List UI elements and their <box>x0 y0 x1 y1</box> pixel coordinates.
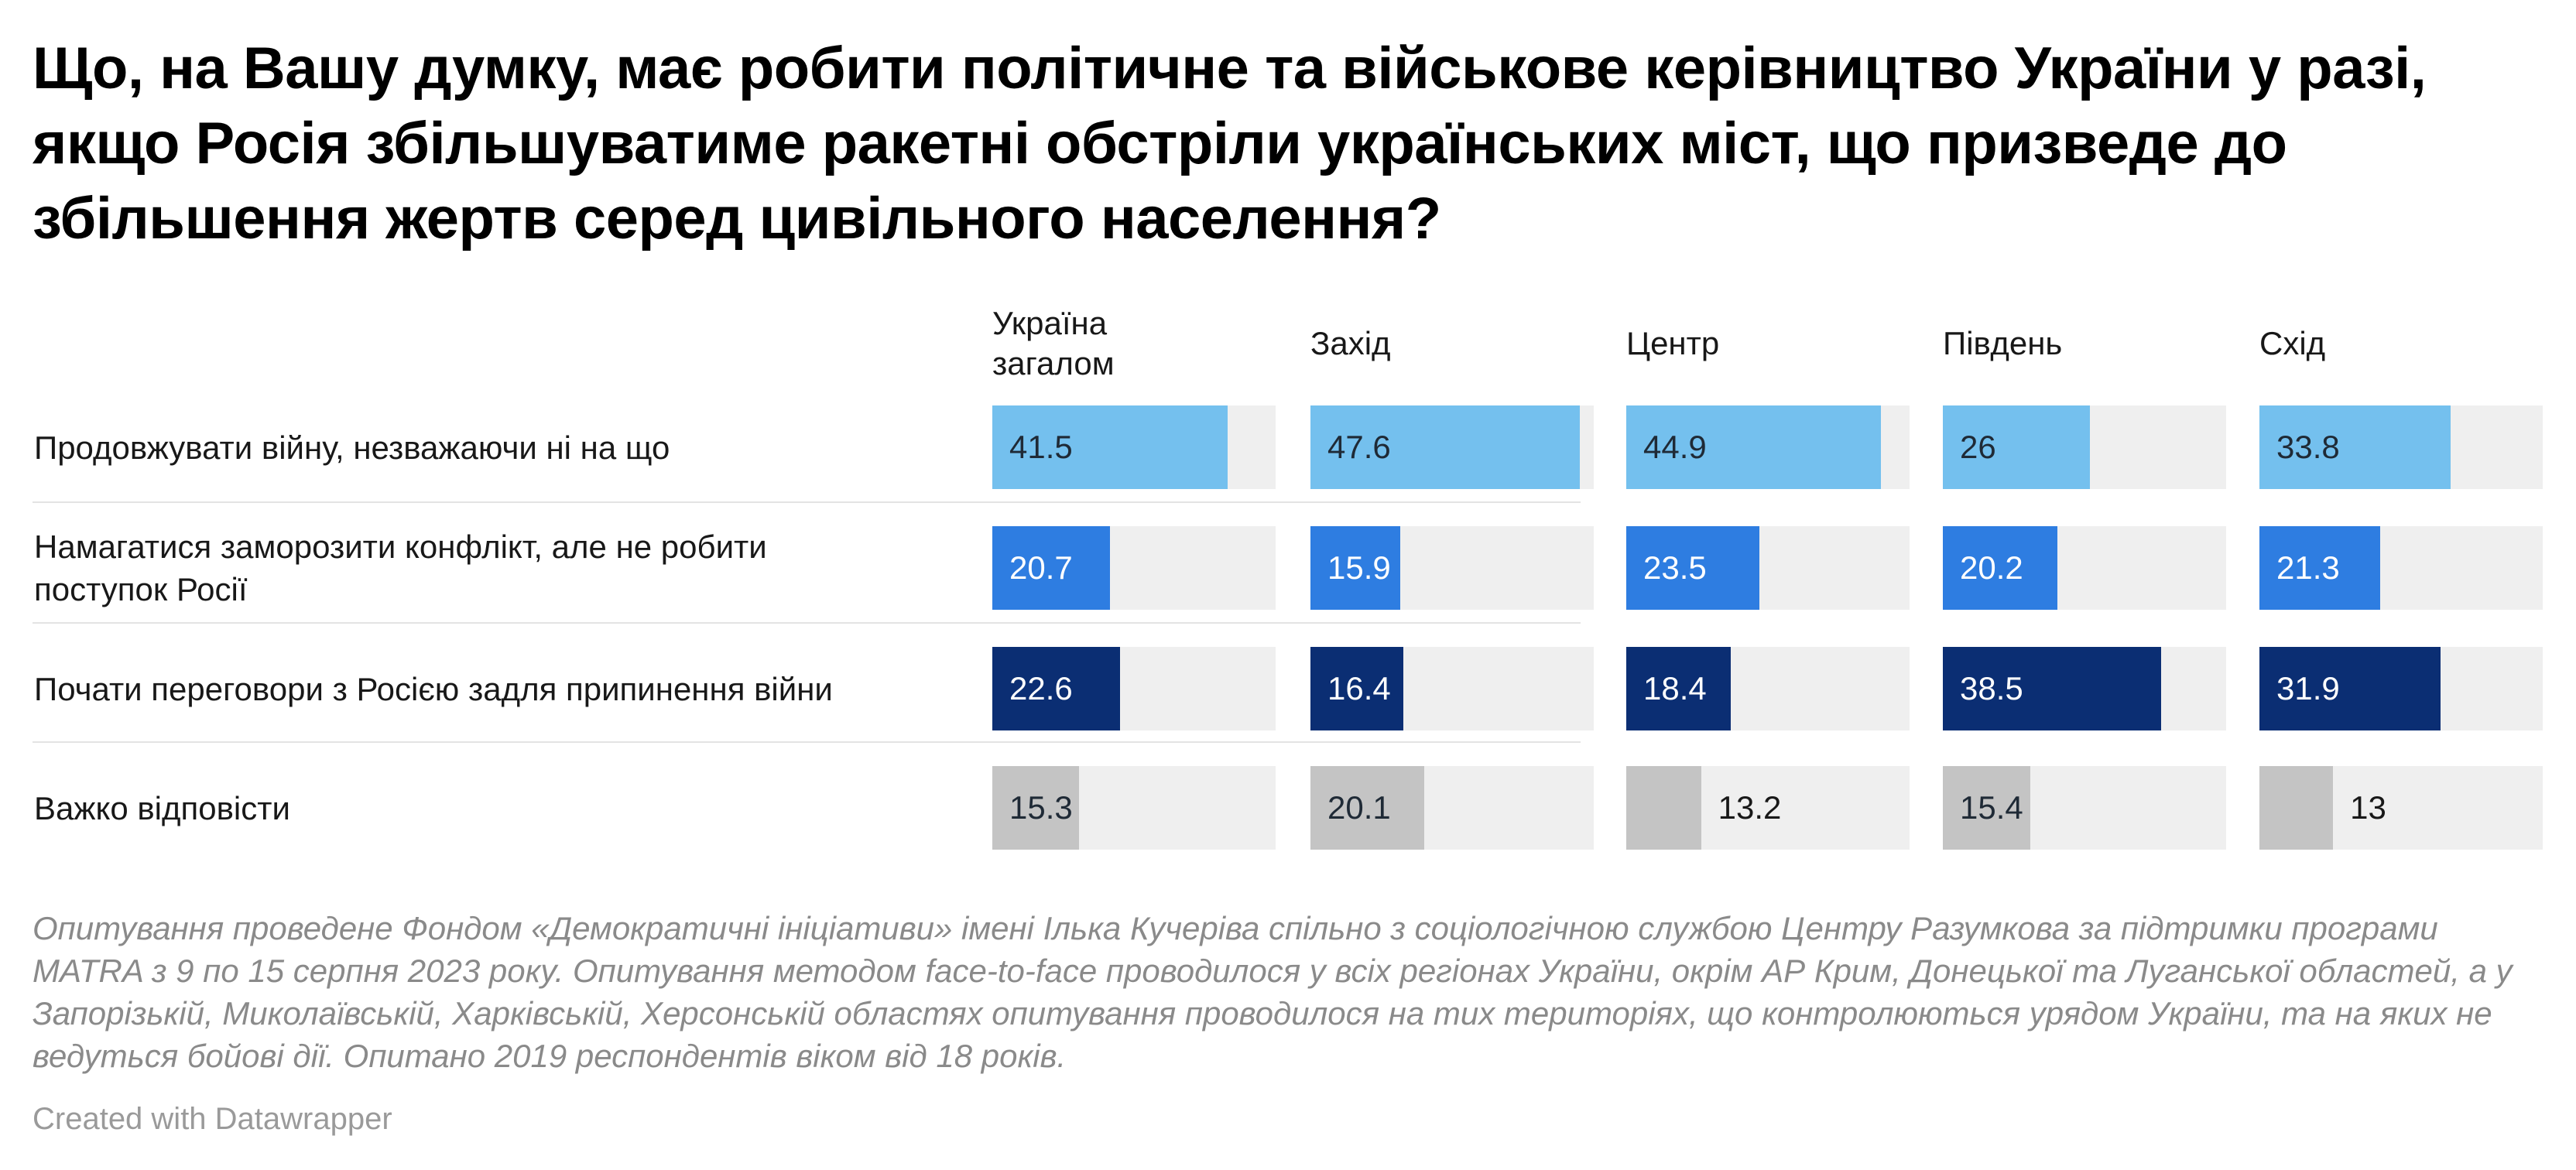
data-label: 31.9 <box>2276 670 2340 706</box>
bar-track: 26 <box>1943 405 2226 489</box>
row-label: Продовжувати війну, незважаючи ні на що <box>34 429 670 466</box>
bar <box>1626 405 1881 489</box>
data-label: 26 <box>1960 429 1996 465</box>
bar-track: 41.5 <box>992 405 1276 489</box>
bar-track: 33.8 <box>2259 405 2543 489</box>
data-label: 33.8 <box>2276 429 2340 465</box>
data-label: 22.6 <box>1009 670 1073 706</box>
row-label: Почати переговори з Росією задля припине… <box>34 670 833 707</box>
data-label: 13.2 <box>1718 789 1782 826</box>
bar-track: 31.9 <box>2259 647 2543 730</box>
row-label: Намагатися заморозити конфлікт, але не р… <box>34 529 767 607</box>
bar-track: 20.1 <box>1310 766 1594 850</box>
row-label: Важко відповісти <box>34 789 290 826</box>
row-divider <box>33 622 1581 624</box>
bar <box>1943 766 2030 850</box>
data-label: 13 <box>2350 789 2386 826</box>
bar-track: 13 <box>2259 766 2543 850</box>
data-label: 47.6 <box>1327 429 1391 465</box>
bar-track: 20.2 <box>1943 526 2226 610</box>
data-label: 20.7 <box>1009 549 1073 586</box>
bar <box>992 766 1079 850</box>
bar <box>1943 405 2091 489</box>
data-label: 15.4 <box>1960 789 2023 826</box>
bar <box>2259 405 2451 489</box>
data-label: 38.5 <box>1960 670 2023 706</box>
bar-track: 15.3 <box>992 766 1276 850</box>
row-divider <box>33 501 1581 503</box>
data-label: 21.3 <box>2276 549 2340 586</box>
column-header: Схід <box>2259 325 2326 361</box>
bar <box>1626 526 1760 610</box>
data-label: 15.9 <box>1327 549 1391 586</box>
bar-track: 21.3 <box>2259 526 2543 610</box>
column-header: Захід <box>1310 325 1391 361</box>
bar <box>1310 405 1581 489</box>
row-divider <box>33 741 1581 743</box>
bar <box>1310 766 1425 850</box>
bar <box>992 526 1110 610</box>
bar <box>1943 647 2161 730</box>
bar <box>1310 647 1404 730</box>
data-label: 16.4 <box>1327 670 1391 706</box>
credit-link[interactable]: Created with Datawrapper <box>33 1102 392 1136</box>
bar <box>2259 766 2334 850</box>
bar-track: 23.5 <box>1626 526 1910 610</box>
bar <box>1310 526 1401 610</box>
column-header: Україна загалом <box>992 305 1115 381</box>
bar-track: 13.2 <box>1626 766 1910 850</box>
bar-track: 18.4 <box>1626 647 1910 730</box>
bar <box>1943 526 2057 610</box>
data-label: 15.3 <box>1009 789 1073 826</box>
bar <box>2259 526 2380 610</box>
bar-track: 20.7 <box>992 526 1276 610</box>
bar <box>1626 766 1701 850</box>
data-label: 20.2 <box>1960 549 2023 586</box>
bar-track: 22.6 <box>992 647 1276 730</box>
bar <box>992 405 1228 489</box>
bar-track: 47.6 <box>1310 405 1594 489</box>
data-label: 44.9 <box>1643 429 1707 465</box>
chart-title: Що, на Вашу думку, має робити політичне … <box>33 36 2427 251</box>
bar-track: 38.5 <box>1943 647 2226 730</box>
data-label: 18.4 <box>1643 670 1707 706</box>
bar <box>1626 647 1731 730</box>
bar-track: 15.9 <box>1310 526 1594 610</box>
bar-track: 16.4 <box>1310 647 1594 730</box>
data-label: 20.1 <box>1327 789 1391 826</box>
data-label: 41.5 <box>1009 429 1073 465</box>
chart-notes: Опитування проведене Фондом «Демократичн… <box>33 910 2513 1074</box>
bar-track: 15.4 <box>1943 766 2226 850</box>
data-label: 23.5 <box>1643 549 1707 586</box>
column-header: Південь <box>1943 325 2063 361</box>
bar <box>2259 647 2441 730</box>
column-header: Центр <box>1626 325 1720 361</box>
bar-track: 44.9 <box>1626 405 1910 489</box>
bar <box>992 647 1121 730</box>
